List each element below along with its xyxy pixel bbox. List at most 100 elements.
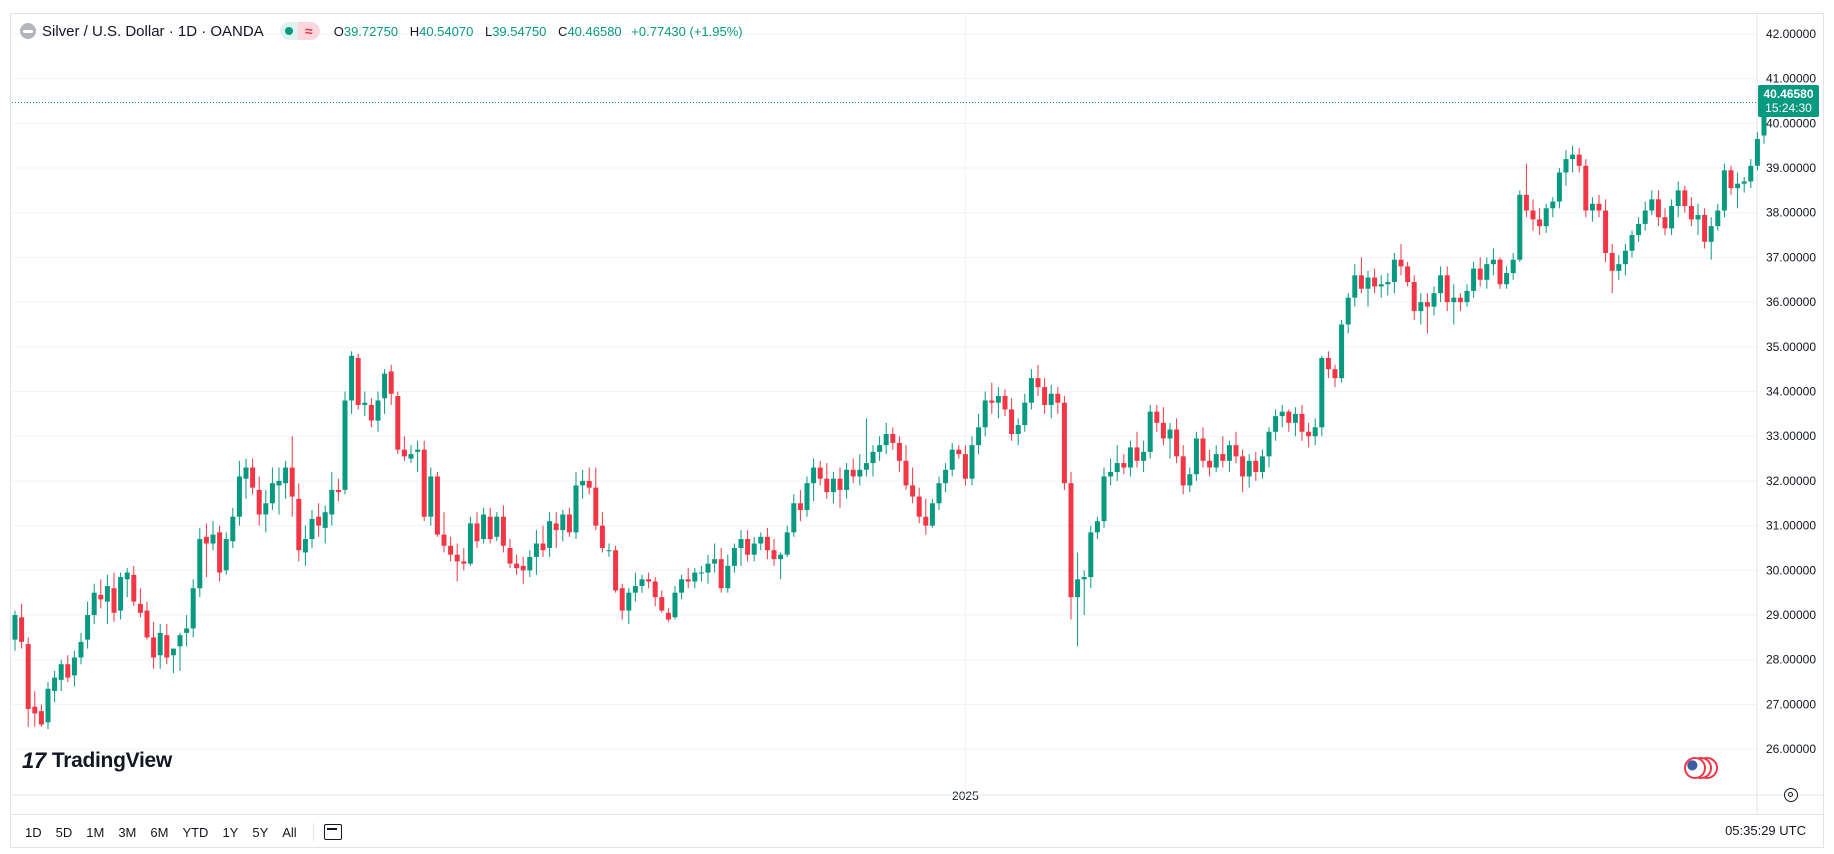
bar-countdown: 15:24:30 bbox=[1765, 101, 1812, 115]
candle-body bbox=[124, 572, 130, 580]
high-value: 40.54070 bbox=[419, 23, 474, 39]
candle bbox=[58, 659, 64, 692]
market-status-icon[interactable]: ≈ bbox=[279, 22, 320, 40]
candle bbox=[923, 498, 929, 535]
candle bbox=[1160, 407, 1166, 446]
chart-frame bbox=[10, 13, 1824, 848]
candle-body bbox=[230, 516, 236, 542]
range-1d[interactable]: 1D bbox=[25, 824, 42, 840]
date-range-icon[interactable] bbox=[323, 824, 342, 840]
candle-body bbox=[1246, 460, 1252, 477]
tradingview-logo[interactable]: 17 TradingView bbox=[22, 748, 172, 774]
candle-body bbox=[1042, 387, 1048, 405]
candle-body bbox=[487, 516, 493, 540]
candle-body bbox=[184, 628, 190, 633]
candle-body bbox=[1391, 259, 1397, 283]
range-5y[interactable]: 5Y bbox=[252, 824, 269, 840]
candle bbox=[283, 460, 289, 499]
candle bbox=[1279, 404, 1285, 428]
candle-body bbox=[1193, 438, 1199, 475]
candle bbox=[1167, 422, 1173, 459]
range-3m[interactable]: 3M bbox=[118, 824, 137, 840]
candle bbox=[1015, 418, 1021, 446]
candle-body bbox=[863, 463, 869, 470]
candle bbox=[1669, 199, 1675, 236]
candle-body bbox=[329, 489, 335, 515]
candle bbox=[1325, 351, 1331, 379]
candle-body bbox=[1589, 203, 1595, 211]
candle bbox=[764, 527, 770, 560]
candle-body bbox=[1669, 206, 1675, 229]
candle-body bbox=[256, 489, 262, 515]
candle bbox=[428, 467, 434, 526]
candle bbox=[903, 445, 909, 490]
candle-body bbox=[632, 585, 638, 593]
candle-body bbox=[1411, 282, 1417, 312]
range-ytd[interactable]: YTD bbox=[182, 824, 209, 840]
candle bbox=[1523, 163, 1529, 218]
candle-body bbox=[1299, 413, 1305, 432]
range-all[interactable]: All bbox=[282, 824, 297, 840]
candle bbox=[1702, 208, 1708, 249]
candle bbox=[731, 543, 737, 573]
candle bbox=[1510, 252, 1516, 280]
candle-body bbox=[362, 402, 368, 405]
candle bbox=[408, 445, 414, 464]
candle bbox=[830, 472, 836, 504]
candle bbox=[118, 572, 124, 620]
candle bbox=[1193, 431, 1199, 481]
candle-body bbox=[203, 536, 209, 544]
candle-body bbox=[797, 503, 803, 510]
candle-body bbox=[1431, 293, 1437, 307]
candle bbox=[454, 543, 460, 582]
candle bbox=[1662, 208, 1668, 236]
utc-clock[interactable]: 05:35:29 UTC bbox=[1725, 823, 1806, 838]
candle bbox=[890, 427, 896, 450]
candle-body bbox=[1464, 290, 1470, 303]
candle-body bbox=[335, 489, 341, 493]
candle-body bbox=[1550, 201, 1556, 209]
candle bbox=[1075, 552, 1081, 647]
candle bbox=[19, 603, 25, 649]
candle-body bbox=[355, 358, 361, 405]
candle bbox=[223, 532, 229, 575]
candle bbox=[698, 565, 704, 582]
settings-icon[interactable] bbox=[1784, 788, 1798, 802]
candle bbox=[824, 463, 830, 499]
candle-body bbox=[111, 588, 117, 613]
candle bbox=[1471, 261, 1477, 298]
candle bbox=[395, 391, 401, 455]
candle bbox=[1642, 201, 1648, 231]
range-6m[interactable]: 6M bbox=[150, 824, 169, 840]
candle bbox=[514, 554, 520, 575]
candle bbox=[474, 512, 480, 548]
candle-body bbox=[1174, 429, 1180, 457]
candle bbox=[243, 458, 249, 499]
tradingview-logo-icon: 17 bbox=[22, 748, 46, 773]
candle bbox=[38, 704, 44, 727]
candle-body bbox=[751, 543, 757, 555]
candle-body bbox=[1372, 277, 1378, 287]
candle-body bbox=[685, 579, 691, 582]
range-1m[interactable]: 1M bbox=[86, 824, 105, 840]
candle bbox=[896, 436, 902, 472]
candle bbox=[778, 552, 784, 580]
candle-body bbox=[1748, 165, 1754, 182]
candle-body bbox=[1649, 199, 1655, 211]
candle-body bbox=[1609, 252, 1615, 271]
candle-body bbox=[500, 516, 506, 546]
range-1y[interactable]: 1Y bbox=[222, 824, 239, 840]
candle bbox=[309, 509, 315, 548]
symbol-title[interactable]: Silver / U.S. Dollar · 1D · OANDA bbox=[42, 22, 264, 40]
range-5d[interactable]: 5D bbox=[55, 824, 73, 840]
candle-body bbox=[32, 706, 38, 714]
candle bbox=[1636, 217, 1642, 242]
candle-body bbox=[144, 610, 150, 638]
candle bbox=[1708, 217, 1714, 260]
candle-body bbox=[1068, 483, 1074, 598]
candle bbox=[184, 615, 190, 647]
candle-body bbox=[302, 539, 308, 553]
candle-body bbox=[1662, 217, 1668, 229]
logo-text: TradingView bbox=[51, 749, 172, 772]
